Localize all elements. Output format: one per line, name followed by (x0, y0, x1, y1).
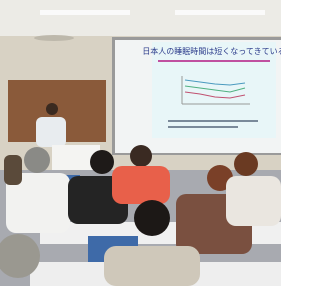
ceiling-fan (34, 35, 74, 41)
presenter-body (36, 117, 66, 147)
audience-head (24, 147, 50, 173)
photo: 日本人の睡眠時間は短くなってきている (0, 0, 281, 286)
audience-body (226, 176, 281, 226)
audience-head (90, 150, 114, 174)
slide-caption (168, 120, 258, 122)
audience-body (112, 166, 170, 204)
slide-rule (158, 60, 270, 62)
ceiling-light (175, 10, 265, 15)
audience-head (134, 200, 170, 236)
ceiling-light (40, 10, 130, 15)
audience-body (104, 246, 200, 286)
audience-head (130, 145, 152, 167)
slide-caption (168, 126, 238, 128)
slide-title: 日本人の睡眠時間は短くなってきている (142, 46, 281, 56)
audience-body (4, 155, 22, 185)
audience-head (234, 152, 258, 176)
presenter-head (46, 103, 58, 115)
ceiling (0, 0, 281, 36)
